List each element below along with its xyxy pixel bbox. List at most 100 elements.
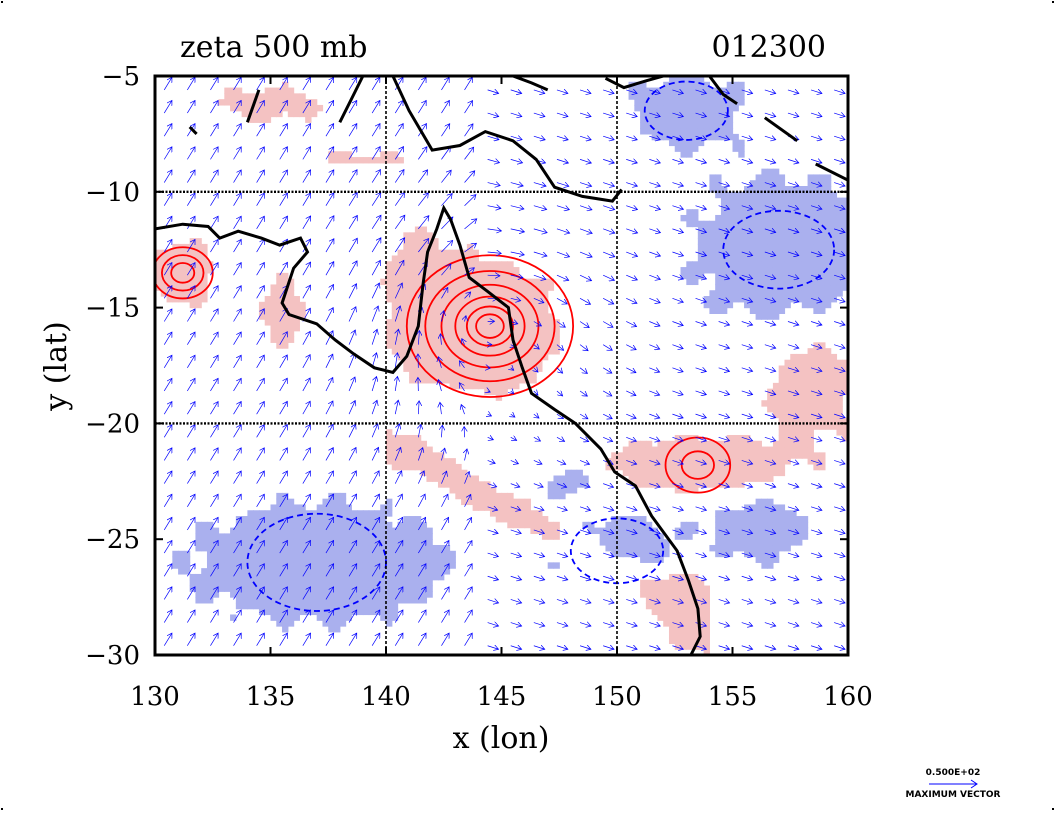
y-tick-label: −25 bbox=[85, 525, 140, 555]
shaded-cell bbox=[276, 533, 283, 540]
shaded-cell bbox=[796, 539, 803, 546]
shaded-cell bbox=[663, 475, 670, 482]
shaded-cell bbox=[703, 238, 710, 245]
shaded-cell bbox=[409, 579, 416, 587]
wind-vector bbox=[163, 540, 172, 554]
shaded-cell bbox=[767, 301, 774, 309]
wind-vector bbox=[533, 484, 543, 488]
shaded-cell bbox=[397, 556, 404, 563]
shaded-cell bbox=[767, 307, 774, 314]
shaded-cell bbox=[617, 539, 624, 546]
shaded-cell bbox=[507, 272, 514, 280]
shaded-cell bbox=[362, 579, 370, 587]
shaded-cell bbox=[270, 110, 277, 118]
shaded-cell bbox=[703, 232, 710, 239]
shaded-cell bbox=[842, 238, 848, 245]
shaded-cell bbox=[784, 267, 791, 274]
shaded-cell bbox=[715, 521, 722, 529]
shaded-cell bbox=[391, 348, 399, 355]
shaded-cell bbox=[674, 469, 682, 477]
coastline bbox=[155, 204, 702, 655]
shaded-cell bbox=[414, 249, 422, 257]
shaded-cell bbox=[778, 191, 786, 199]
shaded-cell bbox=[819, 191, 826, 199]
shaded-cell bbox=[403, 434, 410, 442]
shaded-cell bbox=[414, 579, 422, 587]
shaded-cell bbox=[824, 406, 832, 413]
shaded-cell bbox=[778, 371, 786, 378]
shaded-cell bbox=[801, 290, 809, 297]
wind-vector bbox=[626, 159, 637, 163]
shaded-cell bbox=[443, 278, 451, 286]
shaded-cell bbox=[287, 498, 295, 506]
wind-vector bbox=[626, 274, 637, 280]
wind-vector bbox=[487, 507, 498, 510]
shaded-cell bbox=[663, 597, 670, 604]
shaded-cell bbox=[391, 550, 399, 558]
wind-vector bbox=[787, 159, 799, 163]
wind-vector bbox=[603, 599, 614, 603]
shaded-cell bbox=[414, 232, 422, 239]
y-tick-label: −10 bbox=[85, 178, 140, 208]
shaded-cell bbox=[663, 481, 670, 488]
shaded-cell bbox=[830, 290, 838, 297]
shaded-cell bbox=[755, 446, 762, 453]
wind-vector bbox=[741, 229, 753, 233]
shaded-cell bbox=[801, 371, 809, 378]
shaded-cell bbox=[230, 544, 237, 552]
shaded-cell bbox=[414, 267, 422, 274]
shaded-cell bbox=[437, 342, 445, 349]
wind-vector bbox=[672, 646, 683, 650]
shaded-cell bbox=[495, 498, 503, 506]
shaded-cell bbox=[397, 521, 404, 529]
shaded-cell bbox=[668, 591, 676, 598]
shaded-cell bbox=[709, 238, 716, 245]
wind-vector bbox=[371, 306, 378, 322]
shaded-cell bbox=[414, 597, 422, 604]
shaded-cell bbox=[790, 261, 797, 268]
shaded-cell bbox=[420, 568, 428, 575]
wind-vector bbox=[695, 345, 707, 349]
shaded-cell bbox=[541, 527, 549, 535]
wind-vector bbox=[233, 355, 242, 368]
shaded-cell bbox=[403, 243, 410, 251]
shaded-cell bbox=[732, 81, 739, 89]
wind-vector bbox=[371, 400, 377, 415]
shaded-cell bbox=[501, 365, 508, 372]
wind-vector bbox=[302, 494, 311, 507]
shaded-cell bbox=[738, 99, 745, 106]
shaded-cell bbox=[767, 452, 774, 459]
wind-vector bbox=[741, 553, 753, 557]
shaded-cell bbox=[449, 301, 456, 309]
shaded-cell bbox=[264, 301, 272, 309]
wind-vector bbox=[233, 540, 242, 554]
shaded-cell bbox=[386, 319, 393, 326]
wind-vector bbox=[256, 124, 265, 137]
wind-vector bbox=[764, 599, 776, 603]
wind-vector bbox=[649, 136, 660, 140]
shaded-cell bbox=[466, 481, 474, 488]
shaded-cell bbox=[755, 197, 762, 204]
shaded-cell bbox=[305, 597, 312, 604]
shaded-cell bbox=[299, 579, 306, 587]
shaded-cell bbox=[680, 579, 687, 587]
shaded-cell bbox=[738, 191, 745, 199]
shaded-cell bbox=[645, 104, 653, 112]
shaded-cell bbox=[634, 446, 641, 453]
shaded-cell bbox=[813, 423, 820, 430]
wind-vector bbox=[187, 378, 195, 392]
shaded-cell bbox=[726, 232, 734, 239]
wind-vector bbox=[464, 564, 473, 577]
wind-vector bbox=[187, 448, 195, 461]
shaded-cell bbox=[680, 521, 687, 529]
shaded-cell bbox=[547, 336, 555, 343]
wind-vector bbox=[256, 378, 265, 392]
shaded-cell bbox=[357, 573, 364, 581]
shaded-cell bbox=[819, 290, 826, 297]
shaded-cell bbox=[824, 371, 832, 378]
wind-vector bbox=[325, 354, 333, 368]
shaded-cell bbox=[703, 649, 710, 655]
shaded-cell bbox=[524, 371, 531, 378]
shaded-cell bbox=[778, 388, 786, 396]
shaded-cell bbox=[772, 539, 780, 546]
